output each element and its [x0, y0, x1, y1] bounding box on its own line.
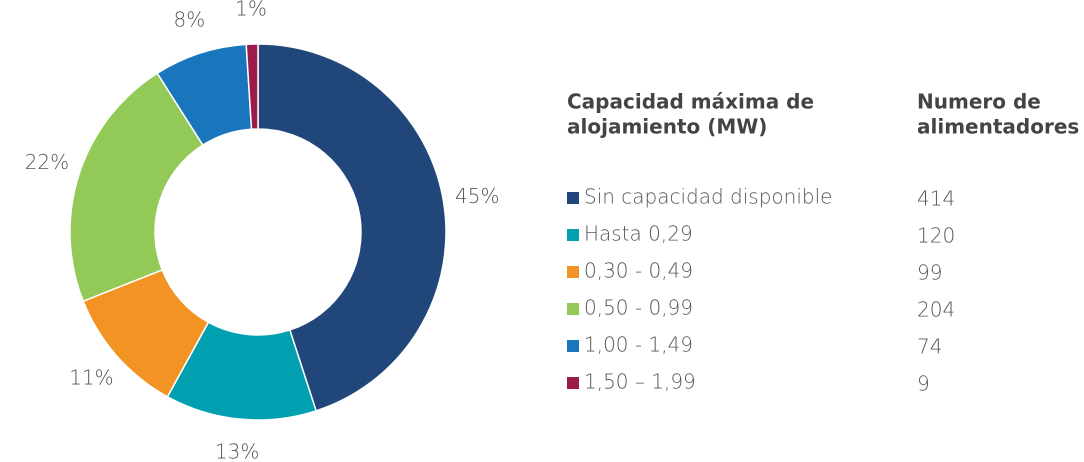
legend-header: Capacidad máxima de	[567, 90, 814, 114]
legend-label: 0,50 - 0,99	[584, 296, 693, 320]
count: 414	[917, 187, 955, 211]
legend-swatch	[567, 303, 579, 315]
slice-label: 45%	[455, 184, 499, 208]
legend-swatch	[567, 266, 579, 278]
legend-label: 1,00 - 1,49	[584, 333, 693, 357]
count: 99	[917, 261, 942, 285]
legend-label: Sin capacidad disponible	[584, 185, 832, 209]
slice	[245, 43, 259, 130]
slice-label: 1%	[235, 0, 267, 21]
legend-swatch	[567, 229, 579, 241]
count: 120	[917, 224, 955, 248]
slice-label: 11%	[69, 365, 113, 389]
slice-label: 22%	[25, 150, 69, 174]
legend-swatch	[567, 192, 579, 204]
count: 204	[917, 298, 955, 322]
count: 9	[917, 372, 930, 396]
legend-swatch	[567, 340, 579, 352]
slice-label: 13%	[215, 440, 259, 462]
legend-label: 1,50 – 1,99	[584, 370, 696, 394]
slice-label: 8%	[174, 7, 206, 31]
legend-label: 0,30 - 0,49	[584, 259, 693, 283]
legend-swatch	[567, 377, 579, 389]
slice	[69, 72, 204, 303]
legend-header: alimentadores	[917, 115, 1079, 139]
slice	[257, 43, 447, 412]
legend-header: Numero de	[917, 90, 1041, 114]
count: 74	[917, 335, 942, 359]
legend-label: Hasta 0,29	[584, 222, 693, 246]
legend-header: alojamiento (MW)	[567, 115, 767, 139]
